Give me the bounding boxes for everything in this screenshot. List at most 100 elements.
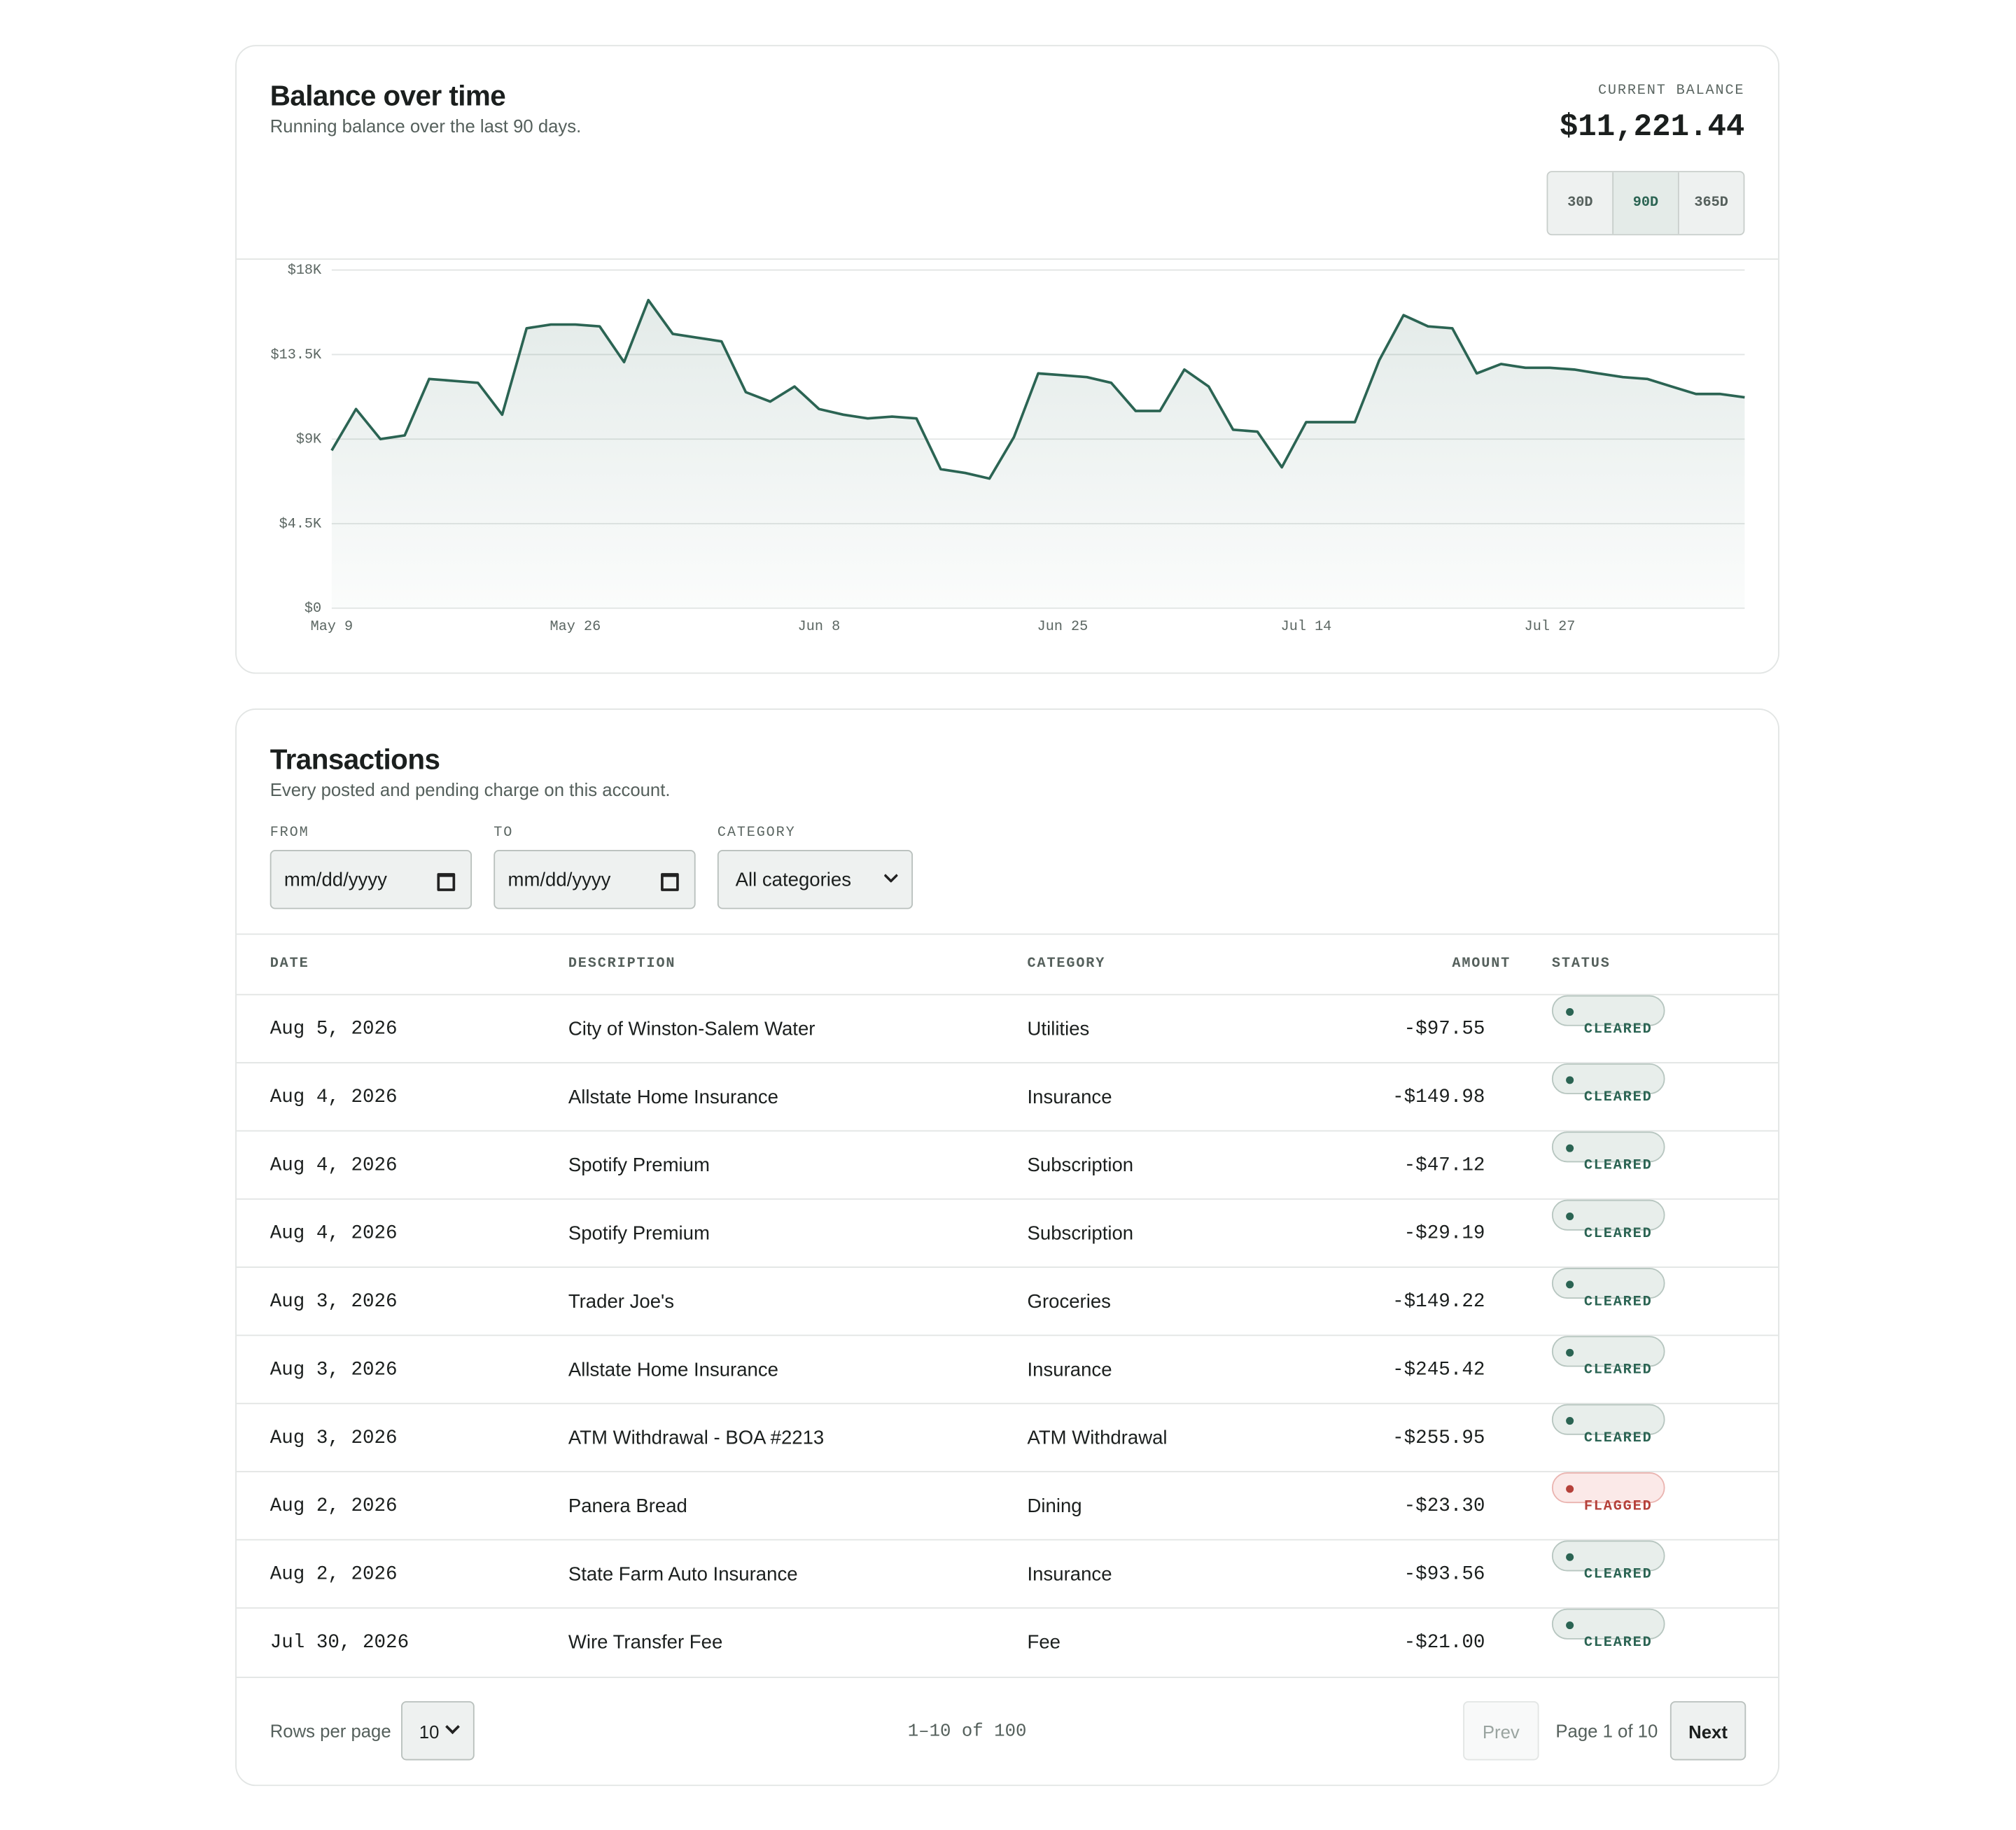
category-cell: Insurance [1027,1563,1112,1586]
transactions-title: Transactions [270,743,440,776]
amount-cell: -$93.56 [1404,1563,1485,1586]
category-cell: Utilities [1027,1018,1090,1040]
to-input[interactable]: mm/dd/yyyy [493,850,696,909]
status-pill: CLEARED [1551,1336,1665,1378]
date-cell: Aug 4, 2026 [270,1154,398,1177]
next-button[interactable]: Next [1670,1700,1746,1761]
prev-button[interactable]: Prev [1463,1700,1539,1761]
table-header: DATE DESCRIPTION CATEGORY AMOUNT STATUS [237,935,1778,993]
chart-title: Balance over time [270,79,506,112]
category-select[interactable]: All categories [717,850,913,909]
status-pill: CLEARED [1551,995,1665,1038]
from-input[interactable]: mm/dd/yyyy [270,850,472,909]
description-cell: Spotify Premium [568,1222,710,1245]
date-cell: Aug 2, 2026 [270,1495,398,1518]
table-row: Aug 2, 2026 Panera Bread Dining -$23.30 FLAG… [236,1471,1779,1540]
description-cell: Panera Bread [568,1495,687,1518]
category-cell: Subscription [1027,1222,1134,1245]
range-button[interactable]: 30D [1548,172,1613,235]
date-cell: Jul 30, 2026 [270,1631,410,1654]
date-cell: Aug 3, 2026 [270,1427,398,1449]
amount-cell: -$47.12 [1404,1154,1485,1177]
table: DATE DESCRIPTION CATEGORY AMOUNT STATUS Aug 5… [236,933,1779,1677]
rows-select[interactable]: 10 [401,1700,475,1761]
column-header[interactable]: CATEGORY [1027,956,1106,972]
amount-cell: -$21.00 [1404,1631,1485,1654]
amount-cell: -$149.22 [1392,1291,1485,1313]
chart: $0 $4.5K $9K $13.5K $18K May 9 May 26 Jun 8 Jun … [270,263,1745,635]
balance-card: Balance over time Running balance over t… [235,45,1779,674]
category-label: CATEGORY [717,825,796,841]
date-cell: Aug 4, 2026 [270,1222,398,1245]
amount-cell: -$29.19 [1404,1222,1485,1245]
column-header[interactable]: DESCRIPTION [568,956,676,972]
y-tick-label: $4.5K [279,516,322,532]
page-text: Page 1 of 10 [1555,1720,1658,1741]
range-text: 1–10 of 100 [907,1721,1027,1742]
description-cell: Trader Joe's [568,1291,675,1313]
amount-cell: -$245.42 [1392,1359,1485,1381]
table-row: Aug 3, 2026 ATM Withdrawal - BOA #2213 ATM… [236,1402,1779,1472]
rows-label: Rows per page [270,1720,391,1741]
table-row: Aug 2, 2026 State Farm Auto Insurance Insu… [236,1539,1779,1609]
description-cell: Allstate Home Insurance [568,1359,778,1381]
description-cell: State Farm Auto Insurance [568,1563,798,1586]
date-cell: Aug 2, 2026 [270,1563,398,1586]
balance-label: CURRENT BALANCE [1597,83,1745,99]
category-cell: Dining [1027,1495,1082,1518]
table-footer: Rows per page 10 1–10 of 100 Prev Page 1… [236,1677,1779,1786]
description-cell: ATM Withdrawal - BOA #2213 [568,1427,825,1449]
range-button[interactable]: 365D [1677,172,1744,235]
x-tick-label: Jun 25 [1037,619,1088,635]
date-cell: Aug 3, 2026 [270,1359,398,1381]
from-label: FROM [270,825,309,841]
category-cell: Groceries [1027,1291,1111,1313]
status-pill: CLEARED [1551,1404,1665,1446]
balance-value: $11,221.44 [1559,110,1745,146]
category-cell: Insurance [1027,1087,1112,1109]
date-cell: Aug 4, 2026 [270,1087,398,1109]
description-cell: Spotify Premium [568,1154,710,1177]
description-cell: Allstate Home Insurance [568,1087,778,1109]
x-tick-label: Jun 8 [798,619,841,635]
table-row: Aug 4, 2026 Spotify Premium Subscription -$… [236,1198,1779,1268]
x-tick-label: Jul 14 [1281,619,1332,635]
range-toggle: 30D 90D 365D [1546,171,1745,236]
date-cell: Aug 5, 2026 [270,1018,398,1040]
amount-cell: -$23.30 [1404,1495,1485,1518]
x-tick-label: May 9 [311,619,354,635]
column-header[interactable]: STATUS [1551,956,1611,972]
description-cell: City of Winston-Salem Water [568,1018,816,1040]
status-pill: CLEARED [1551,1267,1665,1311]
amount-cell: -$149.98 [1392,1087,1485,1109]
transactions-card: Transactions Every posted and pending ch… [235,708,1779,1787]
table-row: Aug 4, 2026 Allstate Home Insurance Insura… [236,1062,1779,1131]
category-cell: Subscription [1027,1154,1134,1177]
transactions-subtitle: Every posted and pending charge on this … [270,779,671,800]
y-tick-label: $18K [288,263,322,279]
status-pill: CLEARED [1551,1608,1665,1651]
status-pill: CLEARED [1551,1540,1665,1583]
amount-cell: -$97.55 [1404,1018,1485,1040]
date-cell: Aug 3, 2026 [270,1291,398,1313]
status-pill: CLEARED [1551,1131,1665,1174]
category-cell: ATM Withdrawal [1027,1427,1168,1449]
table-row: Aug 4, 2026 Spotify Premium Subscription -$… [236,1130,1779,1199]
divider [236,258,1779,260]
range-button[interactable]: 90D [1612,172,1678,235]
line [330,298,1745,480]
y-tick-label: $13.5K [270,347,322,363]
table-row: Aug 3, 2026 Trader Joe's Groceries -$149.22… [236,1266,1779,1336]
x-tick-label: Jul 27 [1525,619,1576,635]
table-row: Jul 30, 2026 Wire Transfer Fee Fee -$21.00 C… [236,1607,1779,1677]
description-cell: Wire Transfer Fee [568,1631,723,1654]
column-header[interactable]: DATE [270,956,309,972]
status-pill: CLEARED [1551,1063,1665,1106]
category-cell: Insurance [1027,1359,1112,1381]
table-row: Aug 3, 2026 Allstate Home Insurance Insura… [236,1334,1779,1404]
to-label: TO [493,825,514,841]
y-tick-label: $9K [296,432,322,448]
column-header[interactable]: AMOUNT [1452,956,1511,972]
category-cell: Fee [1027,1631,1061,1654]
